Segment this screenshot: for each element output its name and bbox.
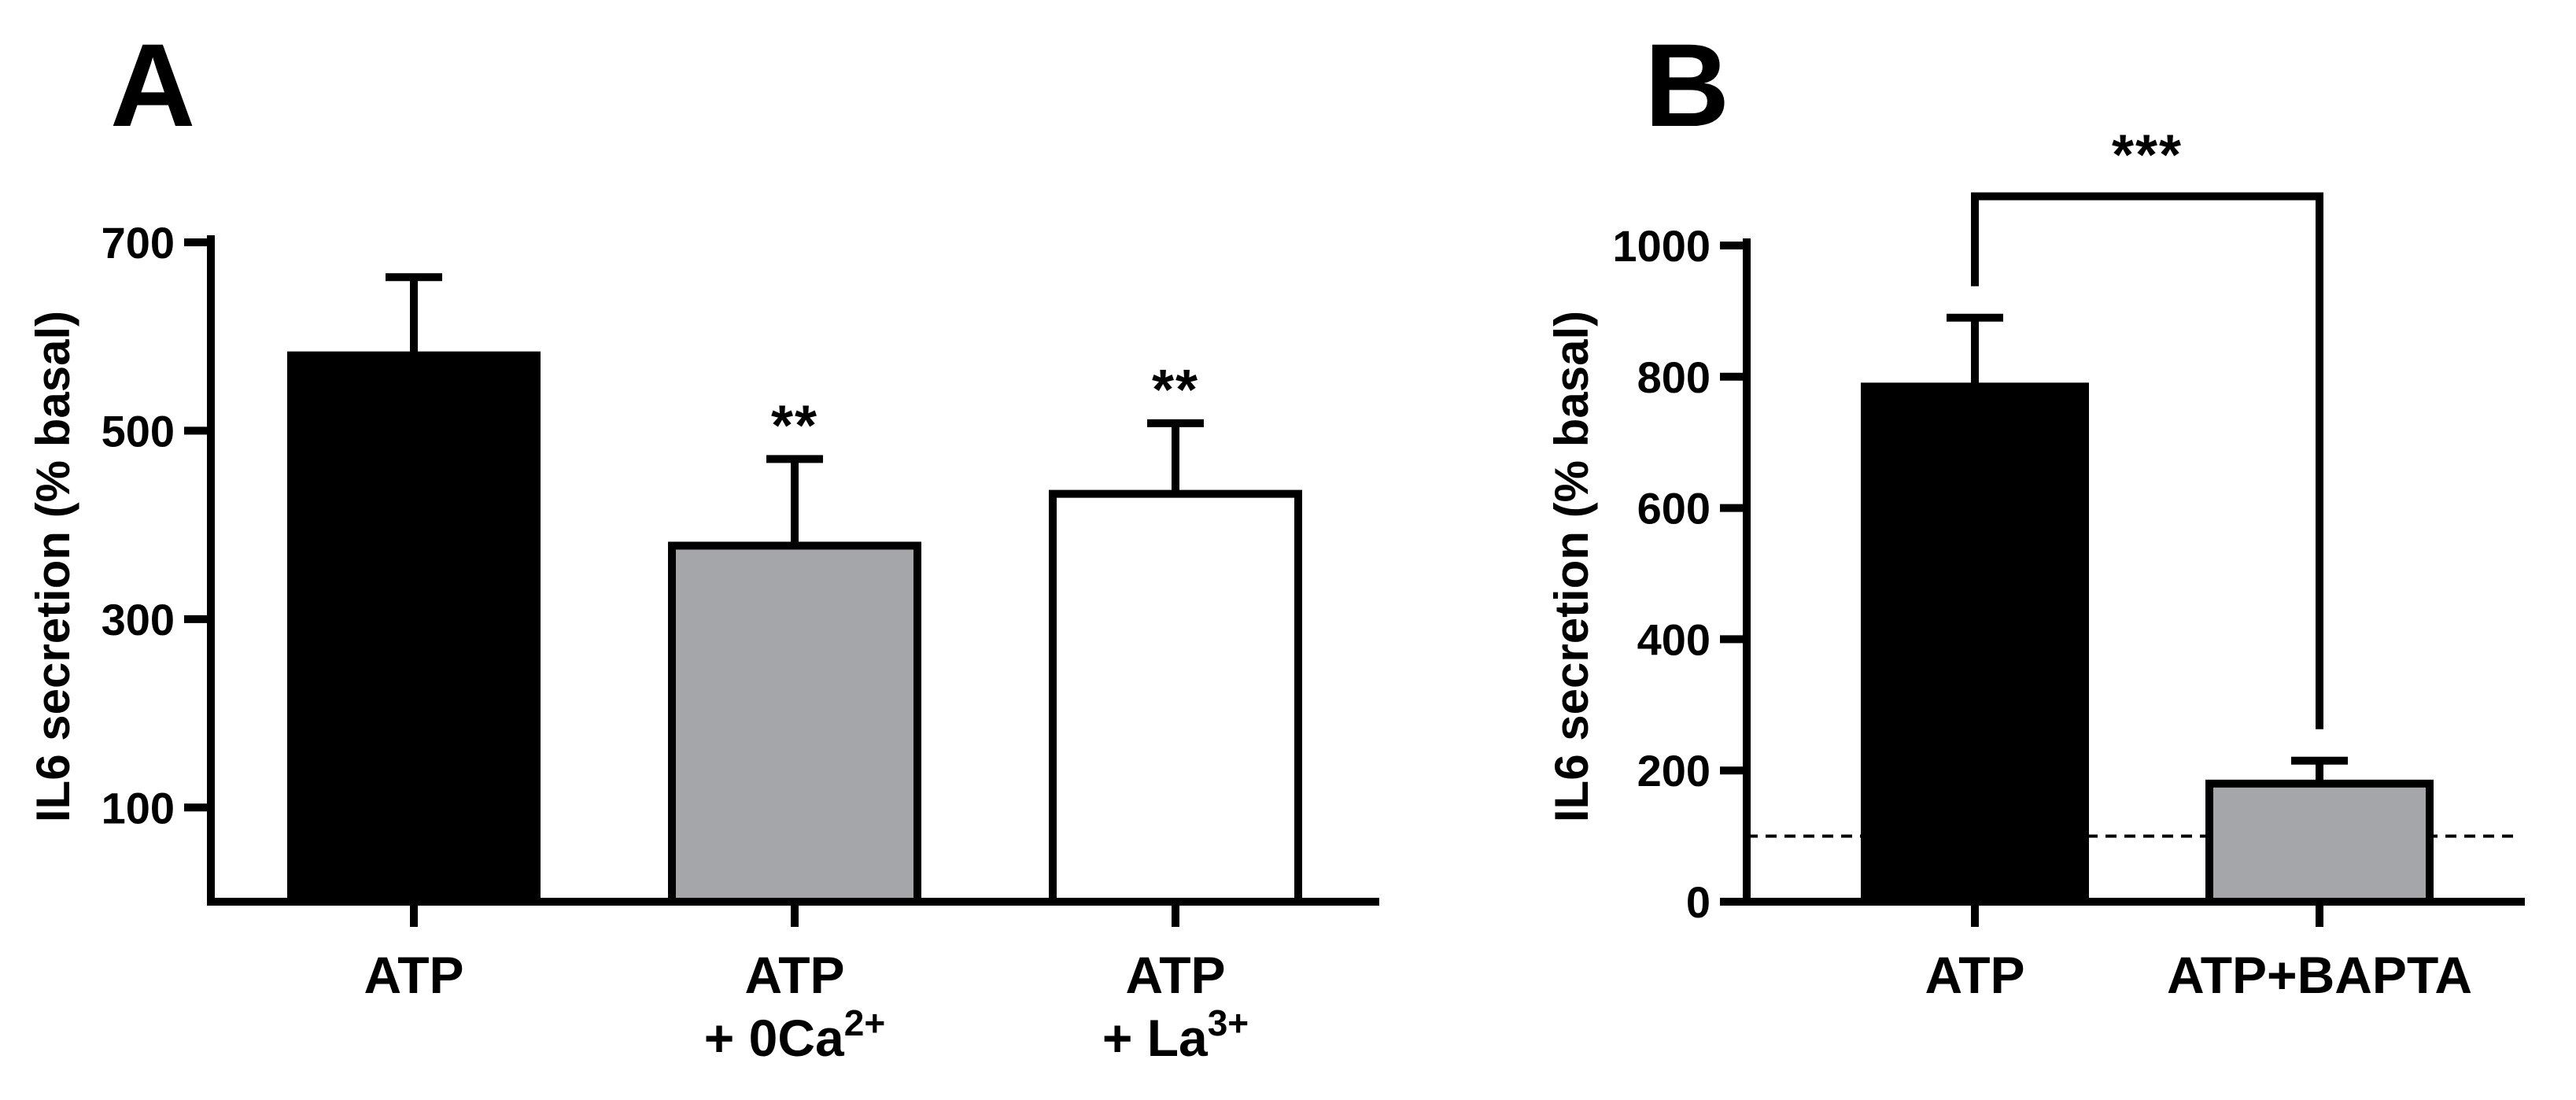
panel-a-y-tick-label: 700 <box>101 218 175 268</box>
panel-a-bar <box>1049 489 1302 906</box>
panel-b-bracket-label: *** <box>2112 124 2183 186</box>
panel-a-y-axis-title: IL6 secretion (% basal) <box>27 311 79 822</box>
panel-b-y-tick-label: 1000 <box>1612 221 1711 271</box>
panel-a-letter: A <box>110 19 195 151</box>
panel-b-y-axis-title: IL6 secretion (% basal) <box>1545 311 1598 822</box>
panel-a-category-label: ATP <box>744 946 844 1004</box>
panel-b-bar <box>2205 779 2434 906</box>
panel-b-y-tick-label: 200 <box>1637 746 1711 795</box>
panel-b-category-label: ATP+BAPTA <box>2167 946 2472 1004</box>
panel-a-significance-label: ** <box>771 394 818 457</box>
panel-b-y-tick-label: 400 <box>1637 615 1711 664</box>
panel-b: B IL6 secretion (% basal) 0 200 400 600 800 1… <box>1545 19 2525 1004</box>
panel-b-bar <box>1861 382 2089 906</box>
panel-b-category-label: ATP <box>1925 946 2024 1004</box>
panel-a-category-sublabel: + La3+ <box>1102 1002 1249 1067</box>
panel-b-y-tick-label: 600 <box>1637 484 1711 533</box>
panel-a-category-label: ATP <box>1125 946 1225 1004</box>
panel-a-category-sublabel: + 0Ca2+ <box>704 1002 885 1067</box>
panel-b-significance-bracket <box>1971 192 2323 729</box>
panel-a-significance-label: ** <box>1152 359 1199 422</box>
panel-a-y-tick-label: 500 <box>101 406 175 456</box>
panel-a-y-tick-label: 300 <box>101 595 175 644</box>
panel-a-y-tick-label: 100 <box>101 783 175 832</box>
panel-a-bar <box>287 351 541 906</box>
panel-b-y-tick-label: 0 <box>1686 877 1711 927</box>
panel-a: A IL6 secretion (% basal) ** ** 100 300 500 7… <box>27 19 1379 1067</box>
panel-a-category-label: ATP <box>364 946 463 1004</box>
panel-a-bar <box>668 541 921 906</box>
panel-b-letter: B <box>1644 19 1729 151</box>
panel-b-marks: 0 200 400 600 800 1000 ATP ATP+BAPTA *** <box>1612 124 2525 1004</box>
panel-b-y-tick-label: 800 <box>1637 353 1711 402</box>
